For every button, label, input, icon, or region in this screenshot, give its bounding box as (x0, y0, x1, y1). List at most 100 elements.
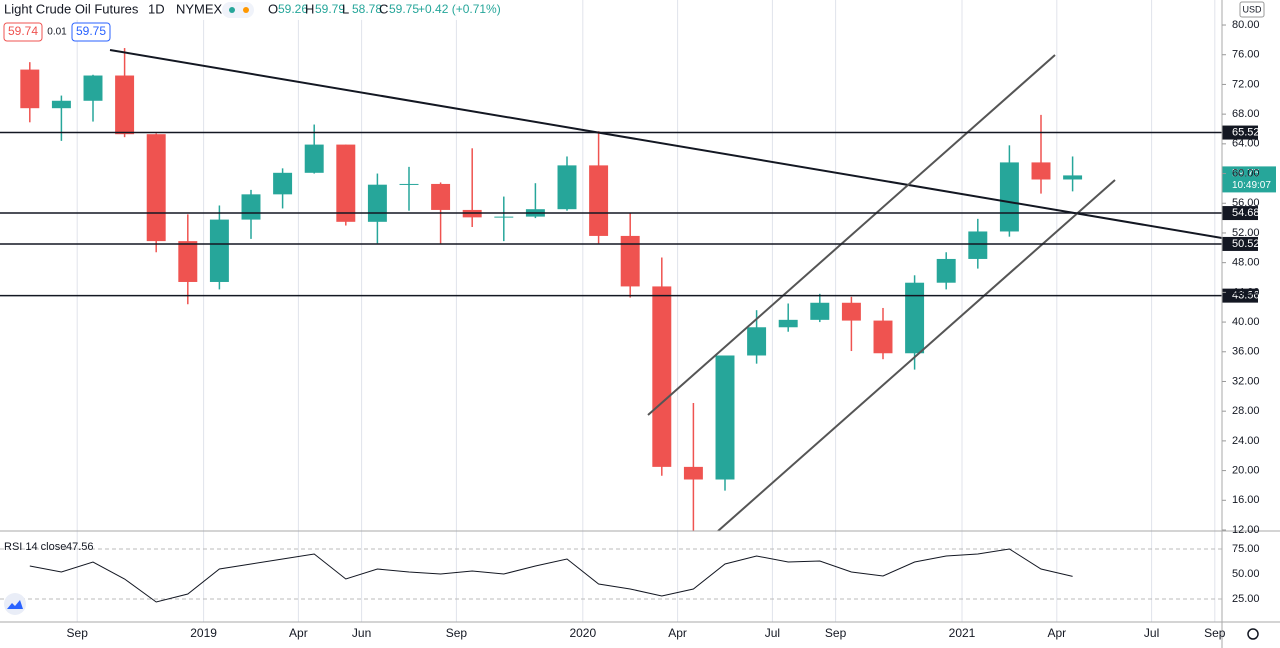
candle-body (1031, 162, 1051, 180)
y-tick-label: 16.00 (1232, 494, 1260, 506)
logo[interactable] (4, 593, 26, 615)
buy-price: 59.75 (76, 24, 106, 38)
x-tick-label: 2020 (569, 626, 596, 640)
ohlc-value: 59.75 (389, 2, 419, 16)
level-label: 65.52 (1232, 126, 1260, 138)
candle-body (683, 466, 703, 480)
x-tick-label: Apr (1047, 626, 1066, 640)
currency: USD (1242, 4, 1262, 14)
level-label: 50.52 (1232, 238, 1260, 250)
candle-body (873, 320, 893, 354)
candle-body (83, 75, 103, 101)
axes: 12.00 16.00 20.00 24.00 28.00 32.00 36.00 40.00… (67, 19, 1260, 640)
status-dot (229, 7, 235, 13)
candle-body (747, 327, 767, 356)
x-tick-label: Sep (825, 626, 847, 640)
candle-body (652, 286, 672, 467)
level-tag (1222, 125, 1258, 140)
candle-body (304, 144, 324, 173)
x-tick-label: Jul (1144, 626, 1159, 640)
exchange: NYMEX (176, 1, 223, 16)
y-tick-label: 60.00 (1232, 167, 1260, 179)
ohlc-key: O (268, 1, 278, 16)
rsi-value: 47.56 (66, 541, 94, 553)
x-tick-label: Apr (289, 626, 308, 640)
ohlc-key: H (305, 1, 314, 16)
candle-body (367, 184, 387, 222)
y-tick-label: 52.00 (1232, 227, 1260, 239)
change: +0.42 (+0.71%) (418, 2, 501, 16)
y-tick-label: 40.00 (1232, 316, 1260, 328)
candle-body (557, 165, 577, 210)
candle-body (209, 219, 229, 282)
candle-body (841, 302, 861, 321)
x-tick-label: Sep (67, 626, 89, 640)
x-tick-label: Sep (1204, 626, 1226, 640)
logo-mark (7, 600, 23, 609)
candle-body (810, 302, 830, 320)
candle-body (431, 183, 451, 210)
y-tick-label: 76.00 (1232, 49, 1260, 61)
drawings (109, 49, 1222, 531)
rsi-tick-label: 75.00 (1232, 543, 1260, 555)
candle-body (273, 172, 293, 195)
candle-body (1063, 175, 1083, 180)
x-tick-label: Jul (765, 626, 780, 640)
y-tick-label: 24.00 (1232, 435, 1260, 447)
candle-body (999, 162, 1019, 232)
spread: 0.01 (47, 27, 67, 38)
rsi-tick-label: 25.00 (1232, 593, 1260, 605)
candle-body (146, 134, 166, 242)
status-pill[interactable] (222, 2, 254, 18)
y-tick-label: 64.00 (1232, 138, 1260, 150)
candle-body (778, 319, 798, 328)
y-tick-label: 80.00 (1232, 19, 1260, 31)
candle-body (620, 235, 640, 287)
last-price-tag (1222, 166, 1276, 193)
rsi-tick-label: 50.00 (1232, 568, 1260, 580)
candle-body (115, 75, 135, 135)
candle-body (336, 144, 356, 222)
x-tick-label: 2021 (949, 626, 976, 640)
symbol: Light Crude Oil Futures (4, 1, 139, 16)
settings-icon[interactable] (1247, 628, 1259, 640)
level-label: 54.68 (1232, 207, 1260, 219)
y-tick-label: 32.00 (1232, 375, 1260, 387)
sell-price: 59.74 (8, 24, 38, 38)
candle-body (178, 241, 198, 282)
rsi-line (29, 548, 1073, 603)
ohlc: O 59.26H 59.79L 58.78C 59.75 (268, 1, 419, 16)
candle-body (494, 216, 514, 218)
status-dot (243, 7, 249, 13)
interval: 1D (148, 1, 165, 16)
buy-button[interactable] (71, 22, 111, 42)
y-tick-label: 20.00 (1232, 464, 1260, 476)
currency-box[interactable] (1239, 1, 1265, 18)
y-tick-label: 68.00 (1232, 108, 1260, 120)
ohlc-value: 59.26 (278, 2, 308, 16)
channel-line (647, 54, 1056, 416)
sell-button[interactable] (3, 22, 43, 42)
candle-body (51, 100, 71, 109)
y-tick-label: 44.00 (1232, 286, 1260, 298)
level-label: 43.56 (1232, 290, 1260, 302)
channel-line (717, 179, 1116, 531)
x-tick-label: 2019 (190, 626, 217, 640)
x-tick-label: Sep (446, 626, 468, 640)
y-tick-label: 72.00 (1232, 78, 1260, 90)
candle-body (968, 231, 988, 259)
y-tick-label: 56.00 (1232, 197, 1260, 209)
candle-body (20, 69, 40, 109)
level-tag (1222, 236, 1258, 251)
x-tick-label: Jun (352, 626, 371, 640)
y-tick-label: 28.00 (1232, 405, 1260, 417)
candle-body (399, 183, 419, 185)
grid (76, 0, 1216, 622)
ohlc-value: 58.78 (352, 2, 382, 16)
rsi-pane (0, 548, 1222, 603)
y-tick-label: 36.00 (1232, 346, 1260, 358)
